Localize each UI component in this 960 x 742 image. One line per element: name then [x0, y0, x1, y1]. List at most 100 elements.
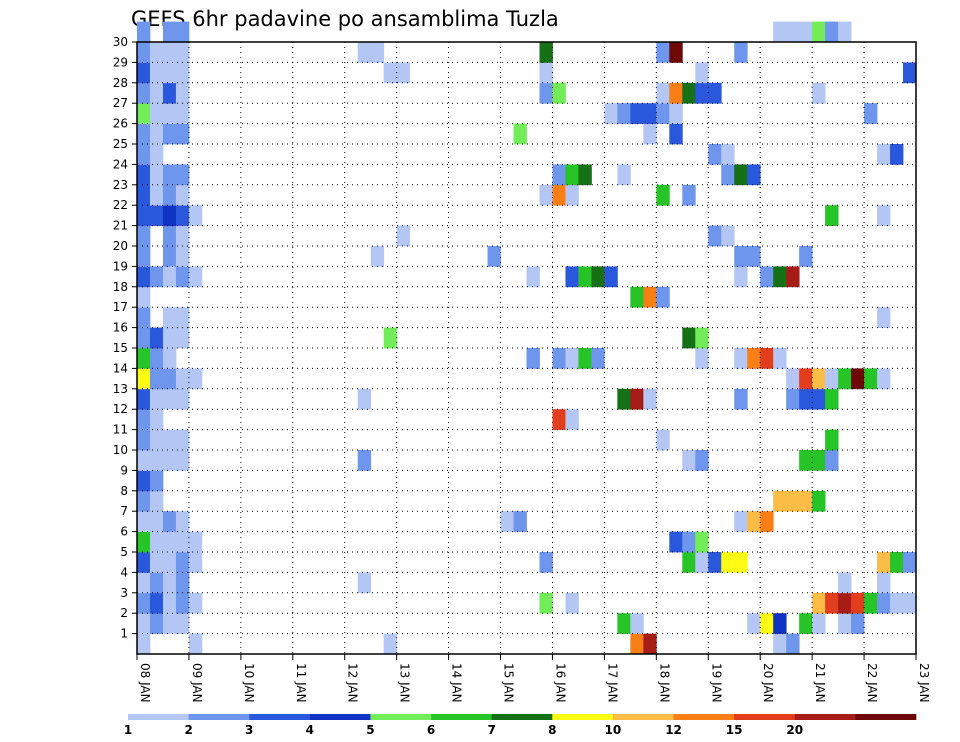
heatmap-cell [851, 592, 865, 614]
heatmap-cell [162, 429, 177, 451]
heatmap-cell [903, 62, 917, 84]
x-tick-label: 21 JAN [813, 663, 827, 703]
heatmap-cell [630, 286, 644, 308]
heatmap-cell [149, 42, 164, 63]
heatmap-cell [137, 266, 151, 288]
colorbar-swatch [673, 714, 735, 720]
heatmap-cell [149, 592, 164, 614]
heatmap-cell [630, 613, 644, 634]
heatmap-cell [370, 246, 385, 267]
heatmap-cell [695, 327, 709, 349]
heatmap-cell [786, 21, 800, 43]
heatmap-cell [799, 490, 813, 512]
heatmap-cell [137, 531, 151, 553]
colorbar-swatch [612, 714, 674, 720]
heatmap-cell [149, 531, 164, 553]
heatmap-cell [617, 103, 631, 124]
heatmap-cell [669, 82, 683, 104]
colorbar-label: 3 [245, 723, 253, 737]
heatmap-cell [656, 184, 670, 206]
heatmap-cell [137, 246, 151, 267]
heatmap-cell [617, 164, 631, 186]
heatmap-cell [175, 450, 190, 471]
gridlines [137, 41, 916, 654]
heatmap-cell [539, 62, 553, 84]
y-tick-label: 2 [120, 606, 128, 620]
heatmap-cell [137, 552, 151, 573]
heatmap-cell [513, 511, 527, 532]
heatmap-cell [137, 123, 151, 145]
heatmap-cell [669, 42, 683, 63]
y-tick-label: 7 [120, 504, 128, 518]
heatmap-cell [903, 552, 917, 573]
heatmap-cell [137, 429, 151, 451]
heatmap-cell [396, 225, 411, 247]
heatmap-cell [396, 62, 411, 84]
heatmap-cell [838, 21, 852, 43]
heatmap-cell [799, 368, 813, 390]
heatmap-cell [149, 62, 164, 84]
heatmap-cell [643, 388, 657, 410]
heatmap-cell [799, 21, 813, 43]
heatmap-cell [799, 450, 813, 471]
y-tick-label: 24 [113, 157, 128, 171]
heatmap-cell [149, 450, 164, 471]
y-tick-label: 13 [113, 382, 128, 396]
y-tick-label: 19 [113, 259, 128, 273]
heatmap-cell [877, 552, 891, 573]
heatmap-cell [188, 592, 203, 614]
colorbar-label: 20 [786, 723, 803, 737]
y-tick-label: 6 [120, 525, 128, 539]
heatmap-cell [565, 184, 579, 206]
heatmap-cell [721, 225, 735, 247]
colorbar-label: 12 [665, 723, 682, 737]
heatmap-cell [617, 388, 631, 410]
colorbar-swatch [249, 714, 311, 720]
heatmap-cell [734, 511, 748, 532]
heatmap-cell [188, 531, 203, 553]
heatmap-cell [877, 368, 891, 390]
heatmap-cell [747, 613, 761, 634]
heatmap-cell [539, 184, 553, 206]
heatmap-cell [734, 42, 748, 63]
x-tick-label: 13 JAN [398, 663, 412, 703]
heatmap-cell [162, 327, 177, 349]
heatmap-cell [175, 552, 190, 573]
heatmap-cell [149, 266, 164, 288]
heatmap-cell [877, 144, 891, 165]
heatmap-cell [162, 613, 177, 634]
heatmap-cell [695, 348, 709, 369]
heatmap-cell [812, 368, 826, 390]
y-tick-label: 25 [113, 137, 128, 151]
x-tick-label: 18 JAN [657, 663, 671, 703]
x-tick-label: 11 JAN [294, 663, 308, 703]
heatmap-cell [137, 592, 151, 614]
heatmap-cell [137, 450, 151, 471]
heatmap-cell [760, 266, 774, 288]
y-tick-label: 18 [113, 280, 128, 294]
heatmap-cell [137, 307, 151, 328]
heatmap-cell [695, 552, 709, 573]
heatmap-cell [877, 592, 891, 614]
heatmap-cell [175, 511, 190, 532]
heatmap-cell [812, 592, 826, 614]
heatmap-cell [137, 511, 151, 532]
colorbar-swatch [370, 714, 432, 720]
y-tick-label: 22 [113, 198, 128, 212]
y-tick-label: 23 [113, 178, 128, 192]
heatmap-cell [149, 490, 164, 512]
colorbar-swatch [855, 714, 917, 720]
heatmap-cell [539, 592, 553, 614]
heatmap-cell [773, 490, 787, 512]
heatmap-cell [137, 388, 151, 410]
heatmap-cell [149, 82, 164, 104]
heatmap-cell [825, 450, 839, 471]
x-tick-label: 08 JAN [138, 663, 152, 703]
heatmap-cell [149, 388, 164, 410]
y-tick-label: 10 [113, 443, 128, 457]
heatmap-cell [175, 82, 190, 104]
heatmap-cell [357, 572, 372, 594]
heatmap-cell [682, 82, 696, 104]
x-tick-label: 16 JAN [553, 663, 567, 703]
heatmap-cell [864, 592, 878, 614]
